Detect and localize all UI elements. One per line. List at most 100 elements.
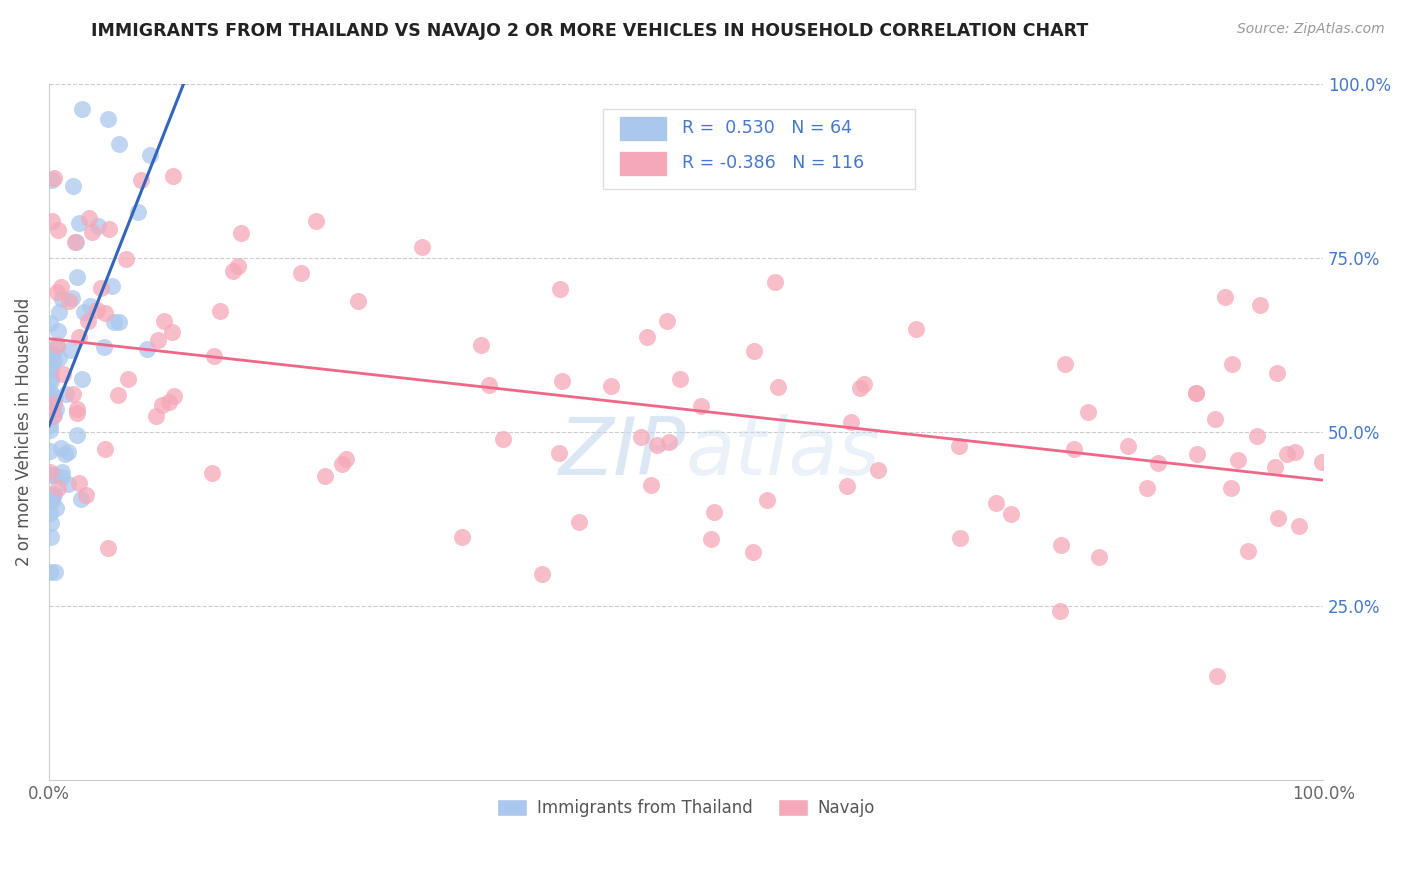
Point bbox=[42, 170, 65, 185]
Point bbox=[127, 204, 149, 219]
Point bbox=[60, 291, 83, 305]
Point bbox=[67, 329, 90, 343]
Point bbox=[1288, 519, 1310, 533]
Point bbox=[97, 541, 120, 555]
Point bbox=[41, 348, 63, 362]
Point bbox=[949, 532, 972, 546]
Point bbox=[703, 505, 725, 519]
Point bbox=[42, 487, 65, 501]
Point bbox=[73, 305, 96, 319]
Point bbox=[48, 223, 70, 237]
FancyBboxPatch shape bbox=[619, 151, 666, 176]
Point bbox=[1184, 386, 1206, 401]
Point bbox=[58, 294, 80, 309]
Point bbox=[1264, 460, 1286, 475]
Point bbox=[65, 235, 87, 249]
Point bbox=[636, 330, 658, 344]
Point bbox=[44, 467, 66, 482]
Point bbox=[42, 397, 65, 411]
Point bbox=[314, 469, 336, 483]
Point bbox=[145, 409, 167, 423]
Point bbox=[1249, 298, 1271, 312]
Point bbox=[52, 367, 75, 381]
Point bbox=[39, 466, 62, 480]
Point bbox=[39, 418, 62, 433]
Point bbox=[551, 374, 574, 388]
Point bbox=[56, 445, 79, 459]
Point bbox=[1310, 455, 1333, 469]
Point bbox=[39, 371, 62, 385]
Point bbox=[58, 476, 80, 491]
Point bbox=[136, 343, 159, 357]
Point bbox=[756, 492, 779, 507]
Point bbox=[162, 169, 184, 184]
Point bbox=[86, 302, 108, 317]
Point bbox=[1063, 442, 1085, 456]
Point bbox=[39, 494, 62, 508]
Point bbox=[39, 387, 62, 401]
Point bbox=[547, 445, 569, 459]
Point bbox=[41, 214, 63, 228]
Point bbox=[1265, 366, 1288, 380]
Point bbox=[599, 378, 621, 392]
Point bbox=[849, 380, 872, 394]
Text: atlas: atlas bbox=[686, 414, 880, 492]
Point bbox=[163, 389, 186, 403]
Point bbox=[1185, 447, 1208, 461]
Point bbox=[42, 489, 65, 503]
Point bbox=[1226, 453, 1249, 467]
Point bbox=[146, 334, 169, 348]
Point bbox=[742, 545, 765, 559]
Point bbox=[46, 324, 69, 338]
Point bbox=[41, 347, 63, 361]
Point bbox=[90, 281, 112, 295]
Point bbox=[202, 349, 225, 363]
Point bbox=[107, 136, 129, 151]
Point bbox=[690, 399, 713, 413]
Point bbox=[1077, 405, 1099, 419]
Point bbox=[160, 325, 183, 339]
Point bbox=[72, 372, 94, 386]
Point bbox=[208, 304, 231, 318]
Point bbox=[94, 306, 117, 320]
Point bbox=[839, 416, 862, 430]
Text: R = -0.386   N = 116: R = -0.386 N = 116 bbox=[682, 154, 865, 172]
Legend: Immigrants from Thailand, Navajo: Immigrants from Thailand, Navajo bbox=[491, 793, 882, 824]
Point bbox=[93, 340, 115, 354]
Point bbox=[66, 428, 89, 442]
Point bbox=[1146, 456, 1168, 470]
Point bbox=[94, 442, 117, 456]
FancyBboxPatch shape bbox=[603, 109, 915, 189]
Point bbox=[152, 314, 174, 328]
Point bbox=[1049, 538, 1071, 552]
Point bbox=[103, 314, 125, 328]
Point bbox=[55, 387, 77, 401]
Point bbox=[69, 216, 91, 230]
Point bbox=[766, 380, 789, 394]
Point bbox=[852, 377, 875, 392]
Point bbox=[530, 567, 553, 582]
Point bbox=[75, 488, 97, 502]
Point bbox=[742, 343, 765, 358]
Point bbox=[1220, 357, 1243, 371]
Point bbox=[62, 179, 84, 194]
Point bbox=[1236, 544, 1258, 558]
Point bbox=[48, 351, 70, 366]
Point bbox=[150, 398, 173, 412]
Point bbox=[39, 565, 62, 579]
Point bbox=[44, 565, 66, 579]
Point bbox=[129, 173, 152, 187]
Point bbox=[51, 292, 73, 306]
Point bbox=[39, 316, 62, 330]
Point bbox=[1116, 440, 1139, 454]
Text: R =  0.530   N = 64: R = 0.530 N = 64 bbox=[682, 120, 852, 137]
Point bbox=[42, 352, 65, 367]
Point bbox=[67, 476, 90, 491]
Point bbox=[39, 531, 62, 545]
Point bbox=[229, 226, 252, 240]
Text: Source: ZipAtlas.com: Source: ZipAtlas.com bbox=[1237, 22, 1385, 37]
Text: IMMIGRANTS FROM THAILAND VS NAVAJO 2 OR MORE VEHICLES IN HOUSEHOLD CORRELATION C: IMMIGRANTS FROM THAILAND VS NAVAJO 2 OR … bbox=[91, 22, 1088, 40]
Point bbox=[39, 506, 62, 520]
Point bbox=[46, 340, 69, 354]
Point bbox=[984, 496, 1007, 510]
